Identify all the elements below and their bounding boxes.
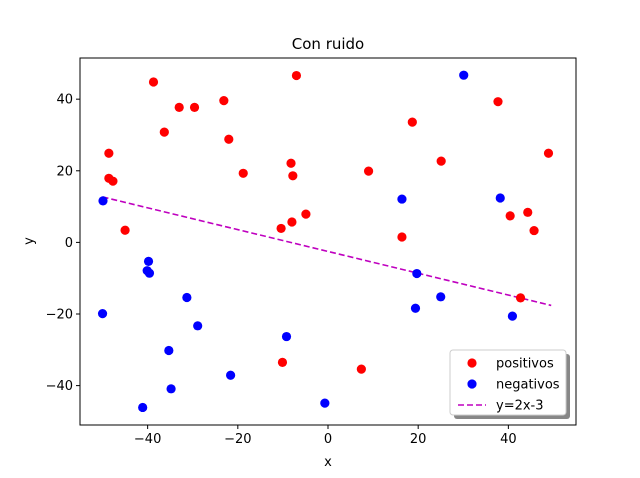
positive-point	[301, 209, 311, 219]
line-layer	[102, 196, 552, 307]
positive-point	[356, 364, 366, 374]
legend-positive-swatch	[467, 358, 477, 368]
x-tick-label: −20	[224, 432, 251, 447]
negative-point	[281, 331, 292, 342]
positive-point	[108, 176, 118, 186]
legend-box	[449, 349, 567, 416]
negative-point	[182, 292, 192, 303]
negative-point	[166, 384, 176, 394]
y-tick-label: −20	[46, 308, 73, 323]
negative-point	[98, 196, 108, 206]
positive-point	[397, 232, 407, 242]
legend-items: positivos negativos y=2x-3	[458, 357, 560, 414]
positive-point	[224, 134, 234, 144]
negative-point	[412, 268, 422, 279]
legend-negative-swatch	[467, 379, 477, 389]
chart-title: Con ruido	[292, 35, 364, 53]
y-tick-label: 20	[56, 164, 73, 179]
y-axis: −40 −20 0 20 40	[46, 93, 80, 394]
positive-point	[291, 70, 302, 81]
positive-point	[120, 225, 130, 235]
positive-point	[276, 223, 286, 234]
negative-point	[397, 194, 407, 204]
negative-point	[144, 268, 155, 278]
positive-point	[189, 102, 200, 113]
negative-point	[193, 321, 203, 331]
positive-point	[159, 127, 169, 137]
positive-point	[174, 102, 184, 113]
y-tick-label: −40	[46, 379, 73, 394]
positive-point	[543, 148, 554, 158]
legend-label: positivos	[496, 357, 554, 372]
y-tick-label: 0	[65, 236, 73, 251]
positive-point	[238, 168, 248, 178]
negative-point	[320, 398, 330, 408]
negative-point	[226, 370, 236, 380]
positive-point	[277, 357, 288, 367]
negative-point	[164, 345, 174, 356]
positive-point	[286, 158, 296, 168]
positive-point	[219, 96, 229, 106]
positive-point	[515, 293, 526, 303]
negative-point	[459, 70, 469, 80]
negative-point	[507, 311, 518, 321]
positive-point	[287, 217, 297, 227]
negative-point	[138, 402, 148, 413]
positive-point	[493, 97, 503, 107]
x-tick-label: 20	[410, 432, 427, 447]
positive-point	[407, 117, 417, 127]
positive-point	[523, 207, 533, 217]
positive-point	[436, 156, 446, 166]
negative-point	[143, 256, 154, 266]
negative-point	[97, 309, 108, 319]
positive-point	[104, 148, 114, 158]
legend: positivos negativos y=2x-3	[449, 349, 570, 419]
y-tick-label: 40	[56, 93, 73, 108]
positive-point	[529, 225, 539, 236]
y-axis-label: y	[22, 237, 37, 245]
x-axis: −40 −20 0 20 40	[134, 425, 517, 447]
positive-point	[505, 211, 515, 221]
x-tick-label: −40	[134, 432, 161, 447]
x-tick-label: 40	[500, 432, 517, 447]
positive-point	[148, 77, 159, 87]
point-layer	[97, 70, 554, 413]
negative-point	[436, 292, 446, 302]
legend-label: y=2x-3	[496, 399, 544, 414]
positive-point	[363, 166, 374, 176]
positive-point	[288, 171, 298, 181]
negative-point	[410, 303, 421, 313]
x-tick-label: 0	[324, 432, 332, 447]
fit-line	[102, 196, 552, 307]
legend-label: negativos	[496, 378, 560, 393]
negative-point	[495, 193, 505, 203]
x-axis-label: x	[324, 455, 332, 470]
